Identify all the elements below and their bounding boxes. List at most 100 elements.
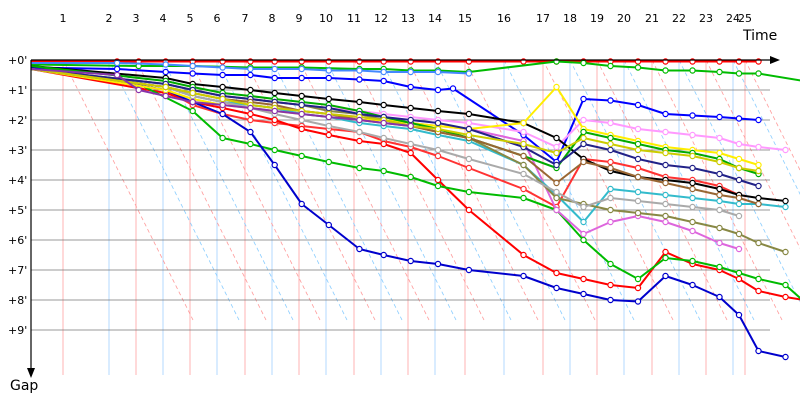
data-point xyxy=(716,185,723,193)
data-point xyxy=(662,149,669,157)
data-point xyxy=(662,218,669,226)
data-point xyxy=(356,128,363,136)
data-point xyxy=(162,92,169,100)
data-point xyxy=(689,67,696,74)
data-point xyxy=(782,293,789,301)
data-point xyxy=(465,266,473,274)
data-point xyxy=(325,221,332,229)
data-point xyxy=(189,62,196,70)
data-point xyxy=(325,74,332,82)
series-line xyxy=(30,68,740,217)
y-tick-label: +6' xyxy=(8,234,27,247)
x-tick-label: 2 xyxy=(106,12,113,25)
series-layer xyxy=(30,58,800,361)
y-tick-label: +7' xyxy=(8,264,27,277)
data-point xyxy=(662,161,669,169)
data-point xyxy=(553,206,560,214)
y-tick-label: +1' xyxy=(8,84,27,97)
data-point xyxy=(755,194,762,202)
series-line xyxy=(30,68,740,250)
data-point xyxy=(607,158,614,166)
series-line xyxy=(30,68,740,208)
data-point xyxy=(135,86,142,94)
data-point xyxy=(219,64,226,71)
data-point xyxy=(634,188,642,196)
data-point xyxy=(716,197,723,205)
y-tick-label: +2' xyxy=(8,114,27,127)
data-point xyxy=(434,152,442,160)
data-point xyxy=(716,239,723,247)
x-tick-label: 14 xyxy=(428,12,442,25)
data-point xyxy=(689,152,696,160)
diagonal-guide xyxy=(744,59,800,171)
data-point xyxy=(689,203,696,211)
data-point xyxy=(662,191,669,199)
data-point xyxy=(735,200,743,208)
data-point xyxy=(735,269,743,277)
data-point xyxy=(580,140,587,148)
data-point xyxy=(189,70,196,77)
data-point xyxy=(689,179,696,187)
diagonal-guide xyxy=(62,59,194,321)
data-point xyxy=(607,206,614,214)
data-point xyxy=(247,110,254,118)
series-line xyxy=(30,65,786,202)
data-point xyxy=(356,137,363,145)
series-line xyxy=(30,66,759,163)
data-point xyxy=(298,152,305,160)
data-point xyxy=(325,122,332,130)
data-point xyxy=(380,251,387,259)
data-point xyxy=(735,155,743,163)
data-point xyxy=(553,83,560,91)
data-point xyxy=(520,128,527,136)
data-point xyxy=(356,245,363,253)
data-point xyxy=(755,287,762,295)
series-line xyxy=(30,68,800,301)
data-point xyxy=(162,61,169,68)
data-point xyxy=(716,134,723,142)
data-point xyxy=(271,116,278,124)
data-point xyxy=(465,110,473,118)
data-point xyxy=(465,188,473,196)
data-point xyxy=(607,146,614,154)
data-point xyxy=(465,70,473,77)
data-point xyxy=(662,254,669,262)
data-point xyxy=(325,113,332,121)
data-point xyxy=(356,164,363,172)
data-point xyxy=(662,272,669,280)
data-point xyxy=(356,98,363,106)
data-point xyxy=(689,281,696,289)
data-point xyxy=(434,119,442,127)
data-point xyxy=(607,134,614,142)
x-tick-label: 4 xyxy=(160,12,167,25)
data-point xyxy=(716,113,723,121)
data-point xyxy=(219,134,226,142)
data-point xyxy=(662,128,669,136)
data-point xyxy=(298,65,305,73)
data-point xyxy=(520,251,527,259)
data-point xyxy=(189,89,196,97)
x-tick-label: 19 xyxy=(590,12,604,25)
data-point xyxy=(520,272,527,280)
x-tick-label: 6 xyxy=(214,12,221,25)
diagonal-guide xyxy=(244,59,376,321)
y-tick-label: +8' xyxy=(8,294,27,307)
data-point xyxy=(735,245,743,253)
x-tick-label: 20 xyxy=(617,12,631,25)
x-tick-label: 5 xyxy=(187,12,194,25)
data-point xyxy=(782,248,789,256)
data-point xyxy=(755,167,762,175)
x-tick-label: 7 xyxy=(242,12,249,25)
data-point xyxy=(162,83,169,91)
data-point xyxy=(356,76,363,83)
data-point xyxy=(553,194,560,202)
data-point xyxy=(689,227,696,235)
data-point xyxy=(634,197,642,205)
data-point xyxy=(662,110,669,118)
data-point xyxy=(662,212,669,220)
data-point xyxy=(380,134,387,142)
data-point xyxy=(247,116,254,124)
data-point xyxy=(298,116,305,124)
data-point xyxy=(607,97,614,104)
